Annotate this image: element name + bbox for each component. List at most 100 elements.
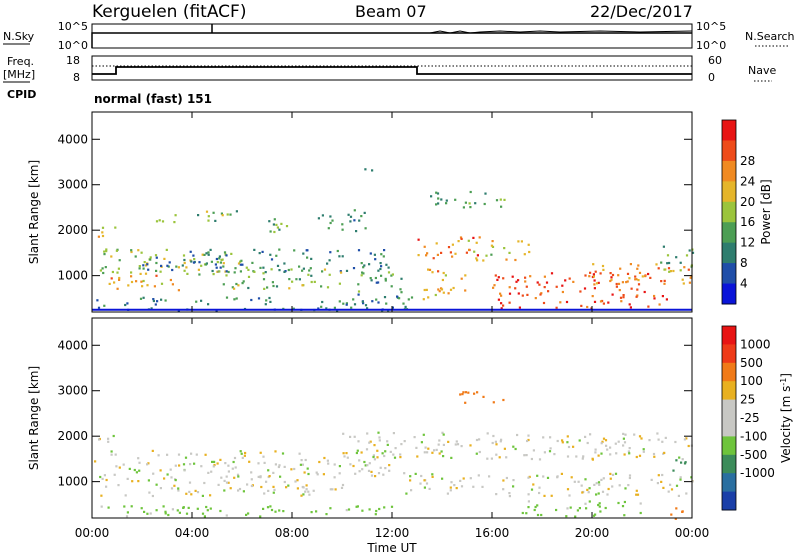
- heatmap-cell: [218, 255, 221, 258]
- heatmap-cell: [560, 472, 563, 475]
- heatmap-cell: [361, 468, 364, 471]
- heatmap-cell: [600, 452, 603, 455]
- heatmap-cell: [384, 450, 387, 453]
- heatmap-cell: [663, 279, 666, 282]
- heatmap-cell: [225, 514, 228, 517]
- heatmap-cell: [495, 443, 498, 446]
- heatmap-cell: [578, 439, 581, 442]
- heatmap-cell: [500, 307, 503, 310]
- heatmap-cell: [438, 439, 441, 442]
- heatmap-cell: [492, 401, 495, 404]
- heatmap-cell: [508, 251, 511, 254]
- heatmap-cell: [459, 236, 463, 239]
- heatmap-cell: [155, 269, 158, 272]
- heatmap-cell: [329, 488, 332, 491]
- heatmap-cell: [656, 432, 659, 435]
- heatmap-cell: [110, 450, 113, 453]
- heatmap-cell: [437, 270, 440, 273]
- heatmap-cell: [454, 198, 457, 201]
- heatmap-cell: [649, 276, 652, 279]
- heatmap-cell: [566, 507, 569, 510]
- heatmap-cell: [177, 489, 180, 492]
- heatmap-cell: [532, 449, 535, 452]
- heatmap-cell: [186, 272, 189, 275]
- heatmap-cell: [341, 223, 344, 226]
- heatmap-cell: [388, 469, 391, 472]
- heatmap-cell: [364, 227, 367, 230]
- heatmap-cell: [278, 464, 281, 467]
- heatmap-cell: [183, 269, 186, 272]
- heatmap-cell: [374, 276, 377, 280]
- heatmap-cell: [285, 225, 289, 228]
- heatmap-cell: [617, 501, 620, 505]
- heatmap-cell: [597, 492, 600, 495]
- heatmap-cell: [454, 252, 457, 255]
- heatmap-cell: [657, 438, 660, 441]
- heatmap-cell: [137, 457, 140, 460]
- heatmap-cell: [530, 488, 534, 491]
- heatmap-cell: [264, 303, 267, 306]
- heatmap-cell: [175, 265, 178, 268]
- heatmap-cell: [272, 284, 275, 288]
- heatmap-cell: [483, 202, 486, 206]
- heatmap-cell: [623, 453, 626, 456]
- heatmap-cell: [526, 439, 529, 443]
- heatmap-cell: [626, 272, 630, 275]
- heatmap-cell: [357, 440, 360, 443]
- heatmap-cell: [142, 267, 145, 270]
- heatmap-cell: [237, 284, 240, 287]
- heatmap-cell: [174, 479, 177, 482]
- heatmap-cell: [159, 487, 162, 490]
- heatmap-cell: [362, 272, 365, 275]
- heatmap-cell: [628, 303, 631, 306]
- colorbar-segment: [722, 222, 736, 244]
- heatmap-cell: [683, 462, 687, 465]
- heatmap-cell: [309, 267, 312, 270]
- heatmap-cell: [579, 290, 582, 293]
- heatmap-cell: [243, 454, 246, 457]
- heatmap-cell: [653, 297, 656, 300]
- heatmap-cell: [154, 254, 158, 257]
- heatmap-cell: [363, 460, 366, 464]
- heatmap-cell: [524, 276, 527, 279]
- heatmap-cell: [636, 493, 640, 496]
- velocity-panel: 1000 2000 3000 4000 Slant Range [km] 1000 50…: [27, 317, 793, 520]
- heatmap-cell: [103, 253, 106, 256]
- heatmap-cell: [216, 270, 219, 273]
- heatmap-cell: [435, 448, 438, 451]
- heatmap-cell: [192, 254, 195, 257]
- velocity-ylabel: Slant Range [km]: [27, 366, 41, 470]
- heatmap-cell: [667, 490, 670, 493]
- heatmap-cell: [193, 462, 196, 465]
- heatmap-cell: [653, 294, 656, 298]
- heatmap-cell: [204, 263, 208, 266]
- heatmap-cell: [385, 302, 388, 305]
- heatmap-cell: [450, 456, 453, 459]
- heatmap-cell: [123, 505, 126, 508]
- heatmap-cell: [104, 266, 107, 269]
- heatmap-cell: [182, 463, 186, 466]
- heatmap-cell: [177, 487, 180, 490]
- heatmap-cell: [273, 218, 276, 221]
- heatmap-cell: [360, 274, 363, 277]
- heatmap-cell: [143, 261, 146, 264]
- heatmap-cell: [101, 267, 104, 270]
- heatmap-cell: [327, 227, 330, 230]
- heatmap-cell: [370, 470, 373, 473]
- heatmap-cell: [415, 446, 418, 449]
- heatmap-cell: [460, 237, 463, 240]
- heatmap-cell: [682, 282, 685, 285]
- heatmap-cell: [138, 461, 141, 464]
- heatmap-cell: [383, 296, 387, 299]
- heatmap-cell: [240, 259, 243, 262]
- heatmap-cell: [207, 251, 210, 254]
- heatmap-cell: [523, 454, 526, 457]
- heatmap-cell: [377, 301, 380, 304]
- heatmap-cell: [176, 509, 179, 512]
- heatmap-cell: [364, 304, 368, 307]
- heatmap-cell: [219, 509, 222, 513]
- heatmap-cell: [459, 393, 462, 396]
- heatmap-cell: [609, 453, 612, 456]
- heatmap-cell: [245, 513, 248, 516]
- heatmap-cell: [259, 476, 262, 479]
